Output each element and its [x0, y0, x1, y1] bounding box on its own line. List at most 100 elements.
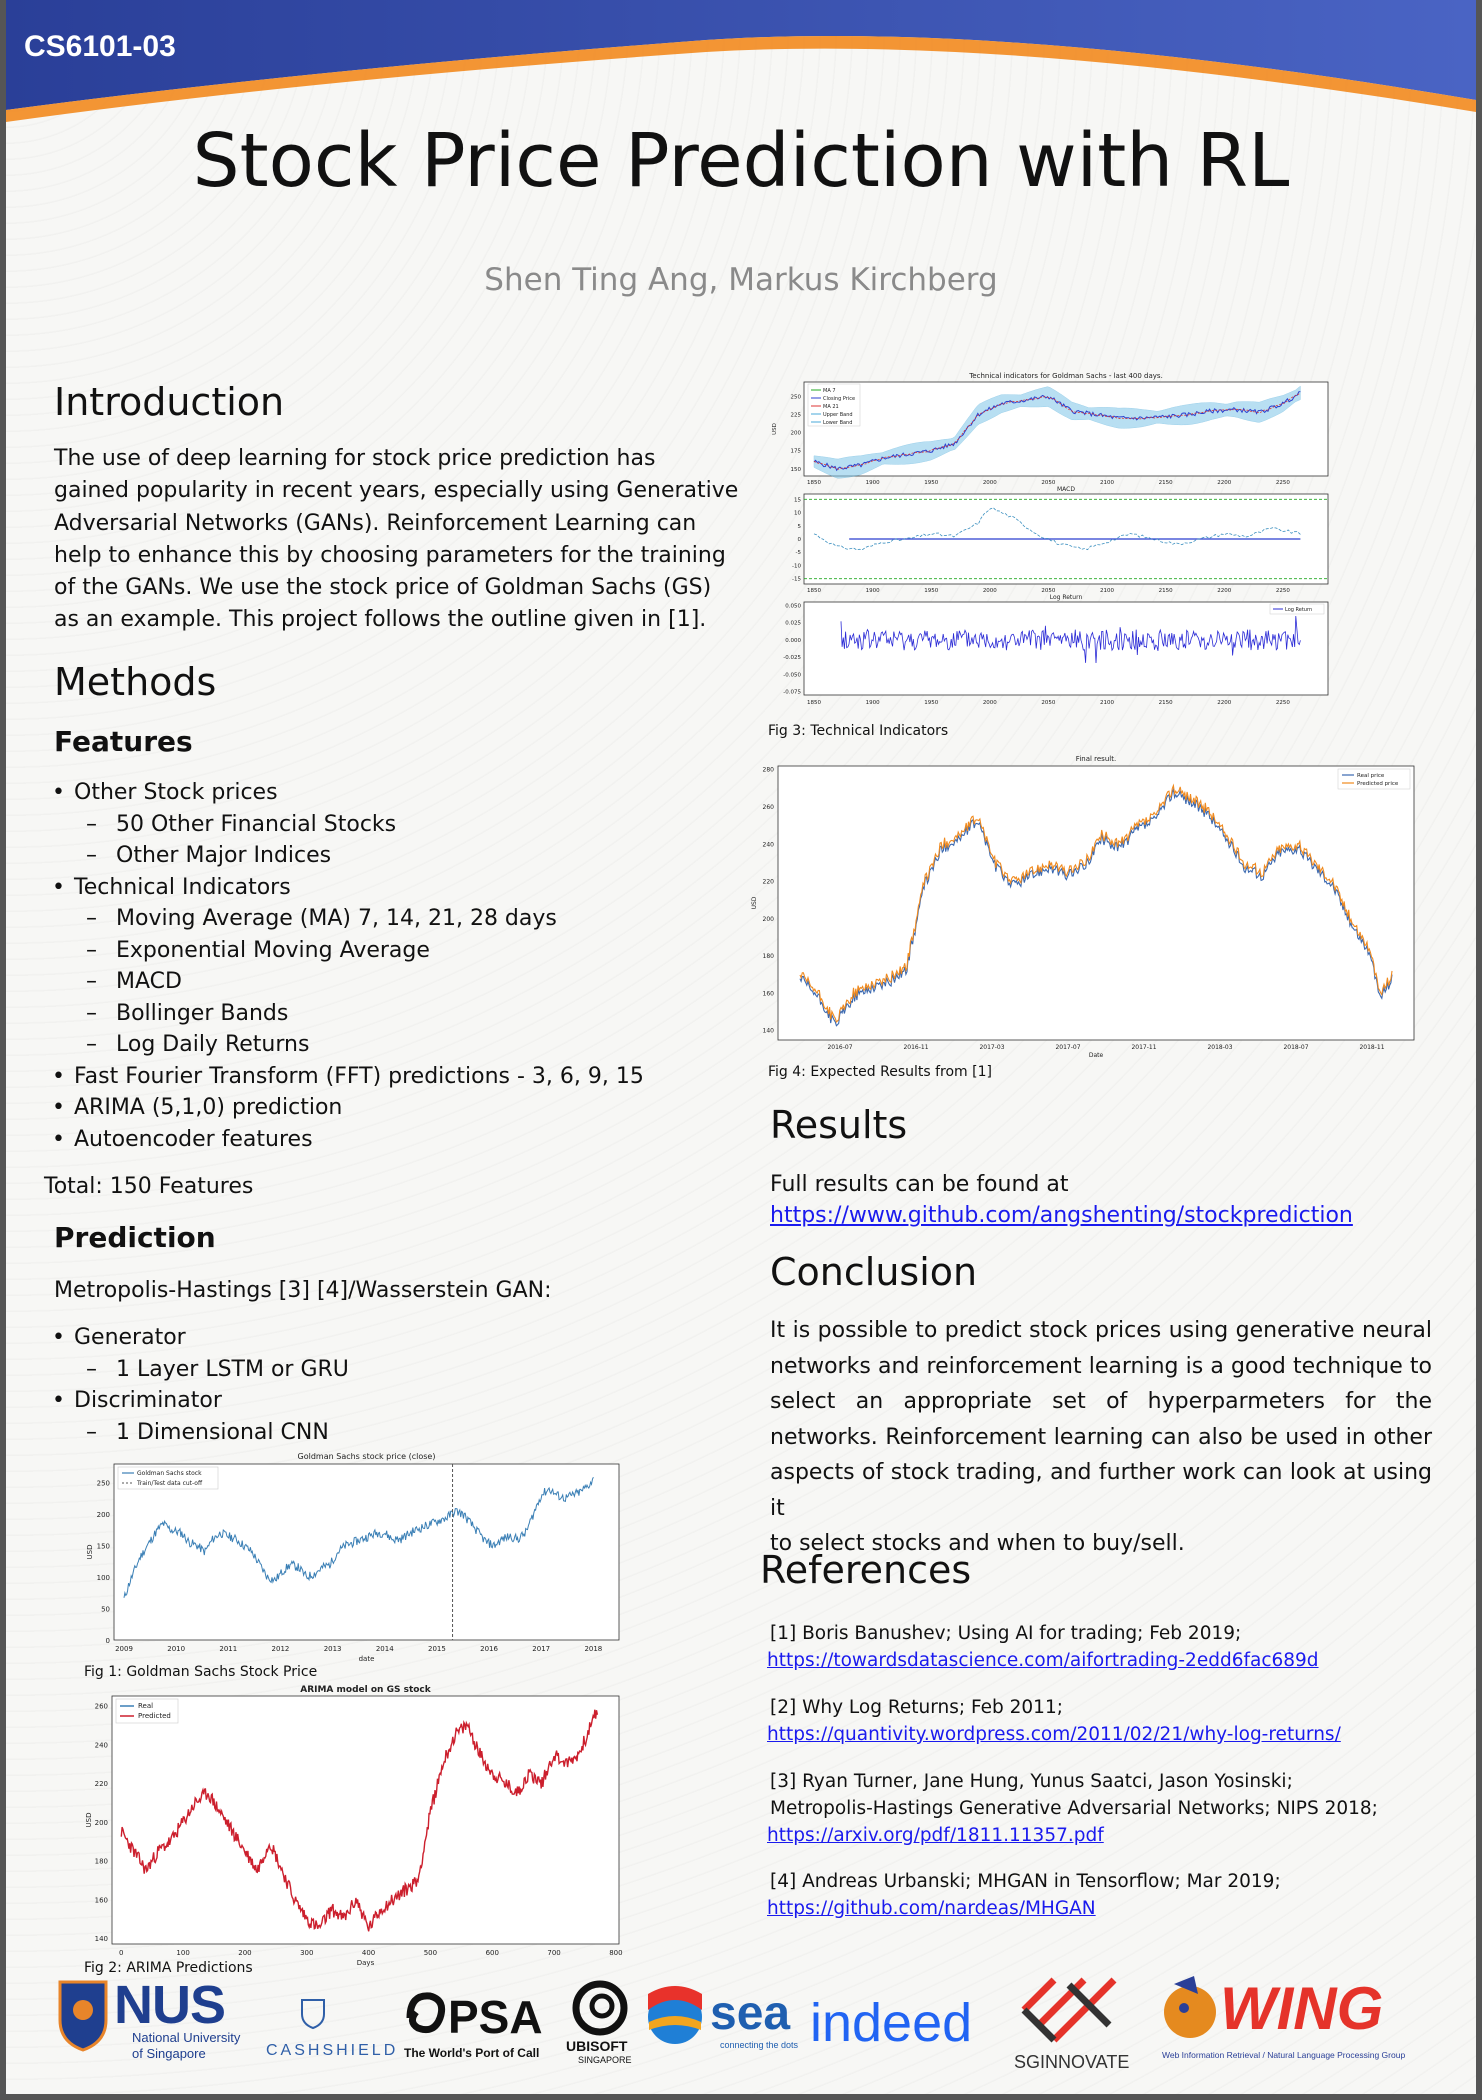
fig3-legend-label: MA 21	[823, 404, 839, 410]
fig1-legend-box	[117, 1466, 219, 1490]
fig2-ytick: 220	[95, 1780, 108, 1788]
fig3-logret-xtick: 2200	[1217, 700, 1231, 706]
fig2-ytick: 140	[95, 1935, 108, 1943]
ubisoft-sub: SINGAPORE	[578, 2055, 632, 2065]
fig3-price-xtick: 2250	[1276, 480, 1290, 486]
reference-link[interactable]: https://github.com/nardeas/MHGAN	[767, 1898, 1096, 1919]
fig1-xtick: 2018	[584, 1645, 602, 1653]
fig3-legend-label: Upper Band	[823, 412, 853, 418]
fig3-macd-xtick: 1900	[866, 588, 880, 594]
sponsor-logos: NUS National University of Singapore CAS…	[46, 1970, 1456, 2080]
nus-sub2: of Singapore	[132, 2046, 206, 2061]
fig4-ytick: 260	[763, 804, 775, 811]
course-code: CS6101-03	[24, 30, 176, 63]
fig3-logret-ytick: -0.050	[783, 672, 801, 678]
fig2-ytick: 160	[95, 1896, 108, 1904]
conclusion-line: select an appropriate set of hyperparmet…	[770, 1389, 1432, 1414]
fig4-xtick: 2018-07	[1283, 1044, 1308, 1051]
reference-link[interactable]: https://arxiv.org/pdf/1811.11357.pdf	[767, 1825, 1104, 1846]
sea-wordmark: sea	[710, 1987, 791, 2040]
fig3-logret-xtick: 2100	[1100, 700, 1114, 706]
prediction-heading: Prediction	[54, 1221, 216, 1254]
fig4-real-line	[799, 787, 1393, 1027]
reference-link[interactable]: https://towardsdatascience.com/aifortrad…	[767, 1650, 1319, 1671]
fig1-xtick: 2016	[480, 1645, 498, 1653]
wing-sub: Web Information Retrieval / Natural Lang…	[1162, 2050, 1406, 2060]
fig4-ytick: 160	[763, 990, 775, 997]
fig1-ytick: 100	[97, 1574, 110, 1582]
fig4-xtick: 2017-07	[1055, 1044, 1080, 1051]
conclusion-line: It is possible to predict stock prices u…	[770, 1318, 1432, 1343]
poster: CS6101-03 Stock Price Prediction with RL…	[6, 0, 1476, 2094]
results-heading: Results	[770, 1103, 908, 1147]
fig4-ytick: 280	[763, 767, 775, 774]
fig3-legend-box	[807, 383, 861, 427]
psa-swirl-icon	[406, 1992, 446, 2034]
psa-wordmark: PSA	[448, 1991, 543, 2043]
results-link[interactable]: https://www.github.com/angshenting/stock…	[770, 1203, 1353, 1228]
conclusion-heading: Conclusion	[770, 1250, 978, 1294]
fig3-macd-ytick: -10	[792, 563, 801, 569]
fig3-logret-xtick: 2050	[1041, 700, 1055, 706]
sginnovate-mark-icon	[1021, 1977, 1117, 2043]
fig3-logret-ytick: -0.075	[783, 690, 801, 696]
fig2-ylabel: USD	[85, 1813, 93, 1828]
feature-item: Log Daily Returns	[52, 1029, 752, 1061]
fig2-xtick: 800	[609, 1949, 622, 1957]
intro-line: help to enhance this by choosing paramet…	[54, 542, 726, 568]
reference-item: [2] Why Log Returns; Feb 2011; https://qu…	[767, 1694, 1460, 1748]
fig1-xtick: 2015	[428, 1645, 446, 1653]
fig1-xtick: 2013	[324, 1645, 342, 1653]
fig3-macd-xtick: 2050	[1041, 588, 1055, 594]
fig3-price-ytick: 150	[791, 467, 802, 473]
fig3-price-xtick: 2050	[1041, 480, 1055, 486]
fig1-series-line	[123, 1476, 594, 1598]
fig3-logret-ytick: 0.000	[785, 638, 801, 644]
reference-item: [1] Boris Banushev; Using AI for trading…	[767, 1620, 1460, 1674]
sginnovate-logo: SGINNOVATE	[1014, 1970, 1129, 2072]
fig2-xtick: 100	[176, 1949, 189, 1957]
fig3-logret-title: Log Return	[1050, 594, 1083, 601]
fig3-price-xtick: 1900	[866, 480, 880, 486]
fig3-logret-xtick: 2250	[1276, 700, 1290, 706]
fig1-title: Goldman Sachs stock price (close)	[298, 1452, 436, 1461]
nus-wordmark: NUS	[114, 1975, 226, 2035]
fig3-macd-ytick: 5	[798, 524, 802, 530]
feature-item: Technical Indicators	[52, 872, 752, 904]
fig3-price-xtick: 2100	[1100, 480, 1114, 486]
reference-text: Metropolis-Hastings Generative Adversari…	[770, 1798, 1378, 1819]
wing-logo: WING Web Information Retrieval / Natural…	[1154, 1974, 1405, 2060]
fig4-xtick: 2017-11	[1131, 1044, 1156, 1051]
psa-logo: PSA The World's Port of Call	[404, 1988, 543, 2060]
reference-item: [3] Ryan Turner, Jane Hung, Yunus Saatci…	[767, 1768, 1460, 1849]
fig2-xtick: 200	[238, 1949, 251, 1957]
reference-link[interactable]: https://quantivity.wordpress.com/2011/02…	[767, 1724, 1341, 1745]
fig3-price-xtick: 2000	[983, 480, 997, 486]
fig4-title: Final result.	[1076, 755, 1116, 763]
fig3-chart: Technical indicators for Goldman Sachs -…	[772, 372, 1329, 706]
indeed-logo: indeed	[810, 1993, 973, 2053]
fig3-logret-xtick: 1950	[924, 700, 938, 706]
intro-text: The use of deep learning for stock price…	[54, 443, 754, 637]
fig1-ytick: 200	[97, 1511, 110, 1519]
fig1-xtick: 2014	[376, 1645, 394, 1653]
fig3-price-xtick: 1950	[924, 480, 938, 486]
prediction-item: Discriminator	[52, 1385, 652, 1417]
fig3-logret-xtick: 1900	[866, 700, 880, 706]
fig1-legend-label: Train/Test data cut-off	[136, 1480, 203, 1487]
fig3-legend-label: Lower Band	[823, 420, 852, 426]
features-total: Total: 150 Features	[44, 1174, 254, 1199]
fig3-title: Technical indicators for Goldman Sachs -…	[968, 372, 1163, 380]
feature-item: Other Major Indices	[52, 840, 752, 872]
fig2-xtick: 700	[547, 1949, 560, 1957]
fig3-price-xtick: 2200	[1217, 480, 1231, 486]
fig2-plot-area	[111, 1695, 620, 1945]
intro-line: as an example. This project follows the …	[54, 607, 707, 633]
fig3-logret-ytick: 0.050	[785, 603, 801, 609]
fig3-macd-ytick: 0	[798, 537, 802, 543]
intro-line: gained popularity in recent years, espec…	[54, 478, 739, 504]
fig4-xtick: 2016-11	[903, 1044, 928, 1051]
fig1-ytick: 0	[106, 1637, 110, 1645]
prediction-item: Generator	[52, 1322, 652, 1354]
fig4-predicted-line	[799, 783, 1393, 1023]
